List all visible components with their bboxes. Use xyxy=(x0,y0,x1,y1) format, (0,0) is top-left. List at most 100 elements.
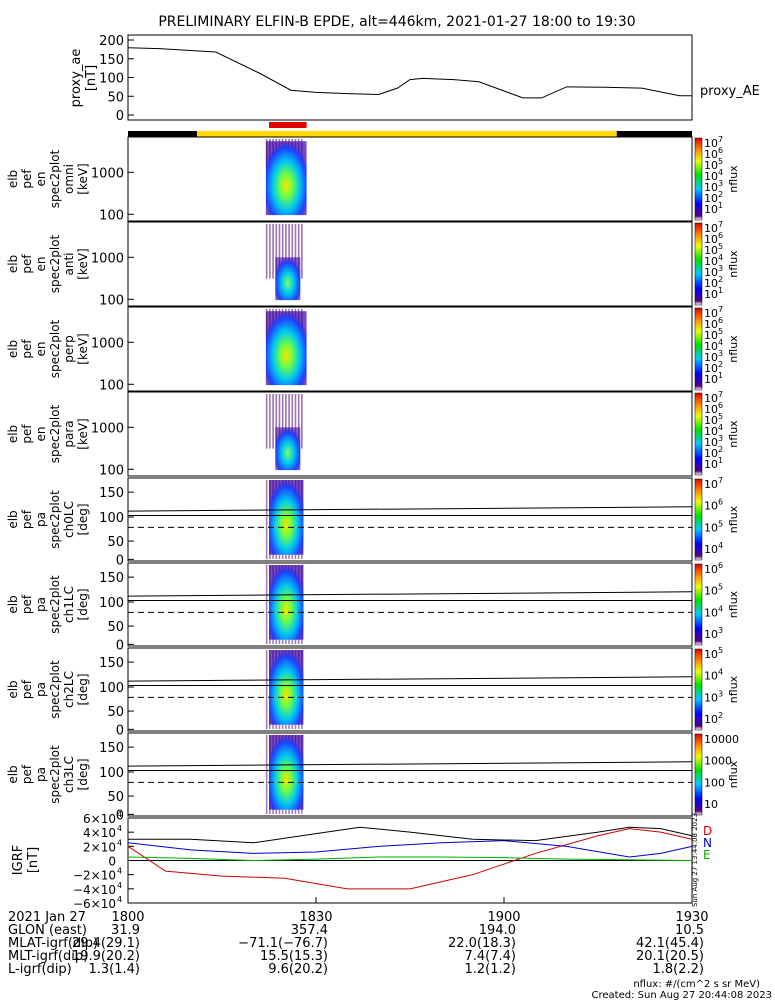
anti-streak xyxy=(269,224,271,279)
perp-cbar-tick: 10 xyxy=(704,373,718,386)
para-cbar-exp: 4 xyxy=(718,423,723,432)
ae-frame xyxy=(127,34,693,121)
ch2-spectrogram xyxy=(269,650,304,725)
ch2-ylabel: elb xyxy=(6,680,20,698)
footer-row-value: −71.1(−76.7) xyxy=(238,936,328,951)
created-note: Created: Sun Aug 27 20:44:08 2023 xyxy=(592,990,772,1000)
omni-ytick-label: 1000 xyxy=(91,166,124,181)
omni-cbar-exp: 3 xyxy=(718,179,723,188)
igrf-line-d xyxy=(127,828,693,890)
omni-cbar-tick: 10 xyxy=(704,137,718,150)
anti-cbar-tick: 10 xyxy=(704,277,718,290)
omni-cbar-label: nflux xyxy=(727,165,740,193)
xtick-label: 1830 xyxy=(299,910,332,925)
igrf-ytick-exp: 4 xyxy=(117,824,122,833)
xtick-label: 1900 xyxy=(487,910,520,925)
para-streak xyxy=(297,394,300,449)
bar-science xyxy=(196,131,617,137)
para-streak xyxy=(281,394,284,449)
footer-row-value: 7.4(7.4) xyxy=(465,949,517,964)
ch1-ytick-label: 100 xyxy=(99,596,124,611)
para-cbar-tick: 10 xyxy=(704,403,718,416)
ch0-cbar-exp: 4 xyxy=(718,541,723,550)
ch0-ytick-label: 150 xyxy=(99,486,124,501)
igrf-legend-n: N xyxy=(703,836,712,850)
omni-ytick-label: 100 xyxy=(99,208,124,223)
ch1-ytick-label: 50 xyxy=(107,620,124,635)
perp-ylabel: pef xyxy=(20,339,34,359)
perp-ylabel: perp xyxy=(62,335,76,363)
omni-cbar-tick: 10 xyxy=(704,148,718,161)
ch0-frame xyxy=(127,477,693,562)
para-streak xyxy=(278,394,281,449)
para-ylabel: elb xyxy=(6,425,20,443)
igrf-ytick-label: −2×10 xyxy=(73,869,116,883)
ch2-cbar-tick: 10 xyxy=(704,691,718,704)
omni-ylabel: en xyxy=(34,172,48,187)
ch1-ytick-label: 0 xyxy=(116,638,124,653)
omni-colorbar xyxy=(694,137,703,221)
omni-cbar-tick: 10 xyxy=(704,192,718,205)
bar-red xyxy=(269,122,307,128)
para-frame xyxy=(127,391,693,477)
anti-streak xyxy=(297,224,300,279)
ch3-ylabel: elb xyxy=(6,765,20,783)
perp-ytick-label: 1000 xyxy=(91,336,124,351)
footer-row-value: 42.1(45.4) xyxy=(636,936,704,951)
footer-row-value: 19.9(20.2) xyxy=(72,949,140,964)
omni-ylabel: pef xyxy=(20,169,34,189)
ch3-streak xyxy=(265,735,268,814)
perp-cbar-exp: 7 xyxy=(718,305,723,314)
anti-streak xyxy=(294,224,297,279)
igrf-ytick-label: −6×10 xyxy=(73,897,116,911)
para-cbar-exp: 1 xyxy=(718,456,723,465)
ch0-colorbar xyxy=(694,478,703,561)
perp-ytick-label: 100 xyxy=(99,378,124,393)
ch2-ytick-label: 150 xyxy=(99,656,124,671)
perp-cbar-exp: 2 xyxy=(718,360,723,369)
xtick-label: 1800 xyxy=(111,910,144,925)
status-bar xyxy=(128,122,692,137)
footer-row-value: 20.1(20.5) xyxy=(636,949,704,964)
ch3-ylabel: pa xyxy=(34,767,48,782)
ch2-cbar-exp: 3 xyxy=(718,689,723,698)
omni-ylabel: [keV] xyxy=(76,163,90,194)
ch0-cbar-exp: 5 xyxy=(718,519,723,528)
ch0-ytick-label: 50 xyxy=(107,535,124,550)
ae-ytick-label: 100 xyxy=(99,72,124,87)
ch0-cbar-exp: 7 xyxy=(718,476,723,485)
para-ytick-label: 1000 xyxy=(91,421,124,436)
perp-cbar-tick: 10 xyxy=(704,307,718,320)
ch0-ylabel: ch0LC xyxy=(62,501,76,538)
ch2-ylabel: [deg] xyxy=(76,674,90,706)
igrf-line-e xyxy=(127,856,693,862)
para-ylabel: spec2plot xyxy=(48,404,62,463)
perp-ylabel: en xyxy=(34,342,48,357)
anti-streak xyxy=(278,224,281,279)
omni-cbar-exp: 1 xyxy=(718,201,723,210)
anti-cbar-exp: 7 xyxy=(718,220,723,229)
omni-ylabel: omni xyxy=(62,164,76,194)
anti-spectrogram xyxy=(275,257,301,301)
ch1-streak xyxy=(265,565,268,644)
para-cbar-tick: 10 xyxy=(704,392,718,405)
para-cbar-exp: 3 xyxy=(718,434,723,443)
omni-cbar-tick: 10 xyxy=(704,181,718,194)
perp-cbar-exp: 3 xyxy=(718,349,723,358)
perp-ylabel: [keV] xyxy=(76,333,90,364)
ch3-ylabel: ch3LC xyxy=(62,756,76,793)
perp-spectrogram xyxy=(265,311,307,386)
igrf-ytick-label: 4×10 xyxy=(83,826,116,840)
igrf-stamp: Sun Aug 27 13:44:08 2023 xyxy=(691,813,699,907)
ch1-ylabel: elb xyxy=(6,595,20,613)
ch1-cbar-exp: 4 xyxy=(718,604,723,613)
ch1-ylabel: ch1LC xyxy=(62,586,76,623)
anti-streak xyxy=(272,224,274,279)
omni-ylabel: elb xyxy=(6,170,20,188)
perp-cbar-tick: 10 xyxy=(704,351,718,364)
